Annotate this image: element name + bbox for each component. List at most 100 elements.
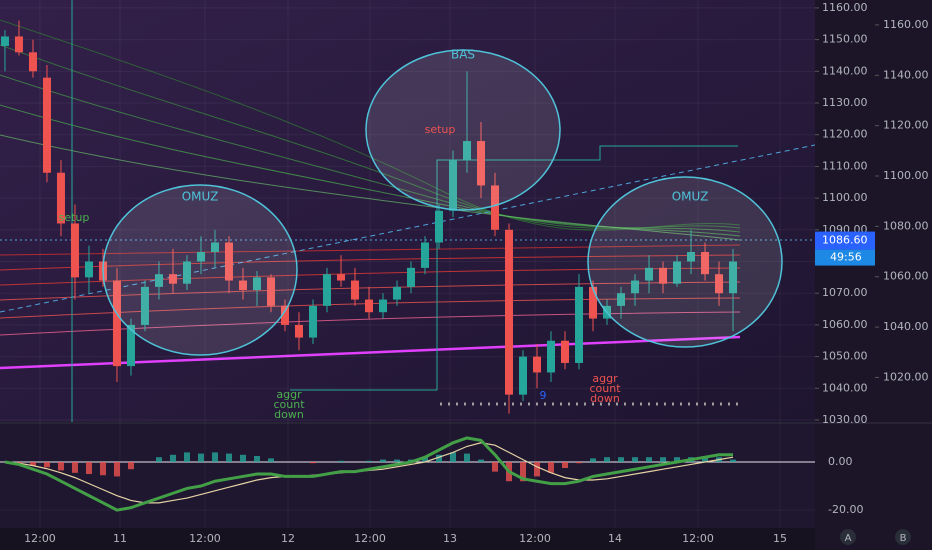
annotation: count (589, 382, 621, 395)
candle-body (126, 324, 135, 367)
button[interactable] (840, 529, 856, 545)
candle-body (533, 356, 542, 373)
y2-tick-label: 1160.00 (883, 18, 929, 31)
macd-histogram-bar (99, 462, 106, 476)
y-tick-label: 1130.00 (822, 96, 868, 109)
ma-green (0, 74, 741, 233)
magenta-ma (0, 335, 741, 370)
ma-red (0, 311, 741, 336)
trend-line (0, 144, 816, 313)
candle-body (280, 305, 289, 325)
y2-tick-label: 1080.00 (883, 219, 929, 232)
macd-histogram-bar (155, 457, 162, 463)
macd-histogram-bar (548, 462, 555, 473)
y-tick-label: 1110.00 (822, 159, 868, 172)
x-tick-label: 15 (773, 532, 787, 545)
annotation: down (590, 392, 620, 405)
macd-histogram-bar (267, 458, 274, 463)
macd-histogram-bar (646, 457, 653, 463)
macd-histogram-bar (450, 452, 457, 463)
macd-histogram-bar (464, 453, 471, 463)
macd-histogram-bar (660, 457, 667, 463)
macd-values (4, 436, 734, 512)
candle-body (322, 274, 331, 306)
y-tick-label: 1030.00 (822, 413, 868, 426)
macd-histogram-bar (604, 457, 611, 463)
candle-body (449, 160, 458, 211)
candle-body (154, 274, 163, 287)
candle-body (14, 36, 23, 53)
candle-body (42, 77, 51, 173)
macd-histogram-bar (576, 462, 583, 464)
macd-histogram-bar (127, 462, 134, 470)
macd-pane (0, 424, 815, 528)
candle-body (224, 242, 233, 281)
candle-body (294, 324, 303, 338)
macd-histogram-bar (71, 462, 78, 473)
candle-body (238, 280, 247, 291)
candle-body (701, 252, 710, 275)
candle-body (350, 280, 359, 300)
candle-body (589, 286, 598, 319)
last-price-badge (815, 231, 875, 250)
y-tick-label: 1120.00 (822, 128, 868, 141)
candle-body (421, 242, 430, 268)
x-tick-label: 11 (113, 532, 127, 545)
candle-body (561, 340, 570, 363)
ma-green (0, 104, 741, 237)
macd-histogram-bar (225, 453, 232, 463)
axis-area (815, 0, 932, 550)
candle-body (252, 277, 261, 291)
macd-tick-label: -20.00 (828, 503, 863, 516)
macd-histogram-bar (702, 457, 709, 463)
macd-histogram-bar (169, 454, 176, 463)
candle-body (28, 52, 37, 72)
annotation: down (274, 408, 304, 421)
candle-body (673, 261, 682, 284)
button-label[interactable]: B (900, 533, 907, 544)
x-tick-label: 12:00 (24, 532, 56, 545)
macd-histogram-bar (365, 460, 372, 463)
x-tick-label: 12:00 (682, 532, 714, 545)
ma-green (0, 134, 741, 241)
macd-tick-label: 0.00 (828, 455, 853, 468)
x-tick-label: 12 (281, 532, 295, 545)
annotation: count (273, 398, 305, 411)
candle-body (168, 274, 177, 284)
macd-histogram-bar (534, 462, 541, 477)
ma-red (0, 297, 741, 319)
button[interactable] (895, 529, 911, 545)
macd-histogram-bar (379, 459, 386, 463)
macd-histogram-bar (393, 459, 400, 463)
macd-histogram-bar (113, 462, 120, 477)
candle-body (617, 293, 626, 306)
ma-green (0, 44, 741, 229)
y-tick-label: 1150.00 (822, 33, 868, 46)
macd-histogram-bar (253, 455, 260, 463)
y2-tick-label: 1040.00 (883, 320, 929, 333)
macd-histogram-bar (183, 452, 190, 463)
macd-histogram-bar (57, 462, 64, 471)
candle-body (140, 286, 149, 325)
macd-histogram-bar (29, 462, 36, 466)
y-tick-label: 1160.00 (822, 1, 868, 14)
candle-body (729, 261, 738, 294)
candle-body (182, 261, 191, 284)
y2-tick-label: 1020.00 (883, 370, 929, 383)
macd-histogram-bar (562, 462, 569, 469)
candle-body (196, 252, 205, 262)
marks (0, 0, 815, 528)
candle-body (519, 356, 528, 395)
candle-body (364, 299, 373, 313)
candle-body (0, 36, 9, 46)
annotation: BAS (451, 48, 475, 62)
button-label[interactable]: A (845, 533, 852, 544)
omuz-circle (102, 184, 298, 356)
omuz-circle (587, 176, 783, 348)
candle-body (336, 274, 345, 281)
candle-body (547, 340, 556, 373)
macd-histogram-bar (197, 453, 204, 463)
step-line (290, 145, 738, 391)
